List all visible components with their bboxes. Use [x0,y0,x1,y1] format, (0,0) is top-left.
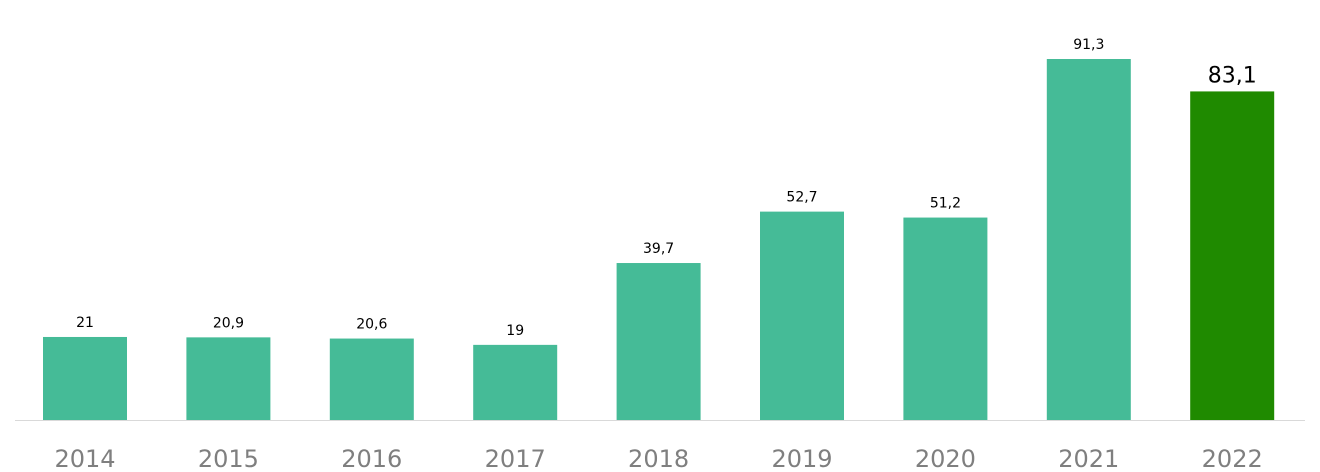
value-label-2020: 51,2 [930,196,961,212]
x-tick-label-2014: 2014 [54,445,115,472]
x-tick-labels-group: 2014 2015 2016 2017 2018 2019 2020 2021 2022 [54,445,1262,472]
bar-2015 [186,337,271,420]
value-label-2014: 21 [76,315,94,331]
value-labels-group: 21 20,9 20,6 19 39,7 52,7 51,2 91,3 83,1 [76,37,1257,339]
value-label-2021: 91,3 [1073,37,1104,53]
x-tick-label-2017: 2017 [485,445,546,472]
bar-2019 [760,211,844,420]
value-label-2016: 20,6 [356,317,387,333]
x-tick-label-2021: 2021 [1058,445,1119,472]
x-tick-label-2020: 2020 [915,445,976,472]
bar-2022 [1190,91,1275,421]
x-tick-label-2016: 2016 [341,445,402,472]
bar-2021 [1046,59,1131,420]
x-tick-label-2019: 2019 [771,445,832,472]
x-tick-label-2018: 2018 [628,445,689,472]
value-label-2018: 39,7 [643,241,674,257]
value-label-2019: 52,7 [786,190,817,206]
value-label-2022: 83,1 [1208,63,1257,88]
x-tick-label-2022: 2022 [1202,445,1263,472]
x-tick-label-2015: 2015 [198,445,259,472]
value-label-2017: 19 [506,323,524,339]
bars-group [43,59,1275,421]
bar-2018 [616,263,701,420]
bar-2020 [903,217,988,420]
bar-2014 [43,336,127,420]
bar-2016 [329,338,414,420]
value-label-2015: 20,9 [213,315,244,331]
bar-2017 [473,344,558,420]
